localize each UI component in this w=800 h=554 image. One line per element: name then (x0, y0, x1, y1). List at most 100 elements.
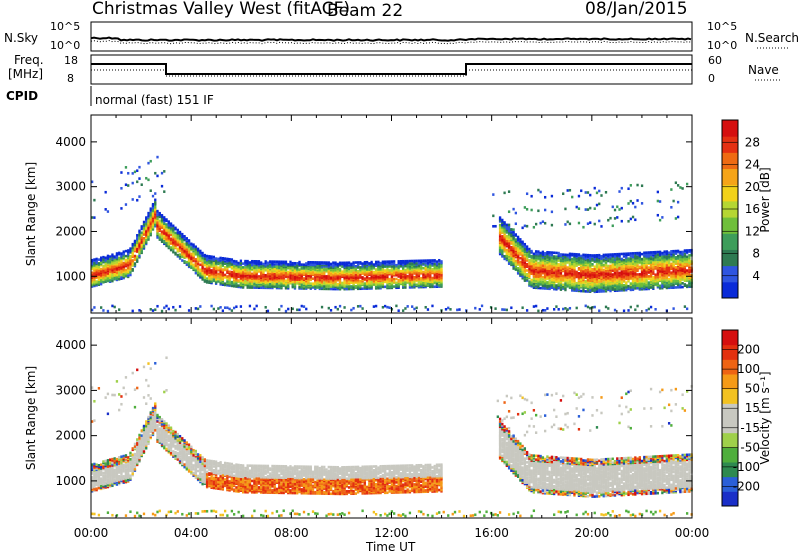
power-cell (598, 189, 601, 193)
power-cell (537, 274, 540, 277)
power-cell (507, 249, 511, 253)
power-cell (431, 304, 434, 308)
power-cell (674, 282, 678, 285)
power-cell (622, 275, 626, 278)
power-cell (665, 281, 669, 285)
power-cell (104, 208, 107, 211)
power-cell (674, 286, 678, 289)
power-cell (320, 305, 324, 309)
power-cell (190, 256, 193, 259)
power-cell (361, 262, 364, 265)
power-cell (397, 278, 400, 282)
power-cell (600, 260, 603, 263)
power-cell (278, 284, 281, 287)
power-cell (503, 255, 506, 258)
power-cell (595, 262, 599, 266)
power-cell (672, 199, 675, 203)
power-cell (372, 263, 376, 266)
power-cell (131, 259, 134, 262)
power-cell (528, 247, 531, 251)
power-cell (347, 261, 351, 264)
power-cell (505, 308, 508, 312)
power-cell (102, 267, 105, 270)
power-cell (571, 270, 574, 273)
power-cell (169, 246, 173, 249)
power-cell (361, 282, 364, 285)
power-cell (325, 287, 328, 291)
power-cell (354, 264, 357, 268)
power-cell (604, 253, 608, 257)
power-cell (95, 271, 98, 275)
power-cell (131, 267, 134, 271)
power-cell (575, 270, 578, 274)
power-cell (631, 201, 635, 205)
power-cell (521, 306, 524, 310)
power-cell (658, 284, 662, 288)
power-cell (343, 306, 346, 309)
power-cell (634, 251, 637, 255)
power-cell (172, 305, 175, 309)
power-cell (532, 305, 536, 308)
power-cell (363, 260, 367, 264)
power-cell (253, 307, 256, 311)
power-cell (327, 280, 330, 283)
power-cell (395, 263, 398, 267)
power-cell (91, 262, 94, 266)
power-cell (133, 254, 137, 258)
power-cell (133, 247, 137, 250)
power-cell (665, 266, 669, 270)
power-cell (607, 264, 610, 268)
power-cell (237, 284, 240, 287)
power-cell (629, 276, 632, 279)
power-cell (305, 262, 308, 265)
power-cell (142, 223, 146, 226)
power-cell (534, 304, 538, 308)
power-cell (620, 270, 623, 273)
power-cell (636, 259, 639, 262)
power-cell (550, 194, 554, 198)
power-cell (640, 257, 644, 261)
power-cell (420, 280, 423, 284)
power-cell (255, 260, 258, 263)
power-cell (172, 227, 175, 230)
power-cell (611, 284, 614, 288)
power-cell (656, 263, 659, 266)
power-cell (230, 273, 234, 276)
power-cell (431, 276, 434, 280)
power-cell (223, 266, 227, 269)
power-cell (282, 276, 285, 280)
power-cell (156, 155, 159, 159)
power-cell (640, 202, 644, 205)
power-cell (140, 233, 143, 237)
power-cell (413, 307, 416, 311)
freq-tick-top: 18 (64, 54, 78, 67)
power-cell (221, 260, 225, 264)
power-cell (296, 282, 299, 285)
power-cell (564, 282, 567, 285)
cpid-label: CPID (6, 89, 38, 103)
power-cell (402, 259, 405, 263)
power-cell (638, 251, 641, 255)
power-cell (194, 261, 197, 265)
power-cell (341, 265, 344, 268)
power-cell (607, 307, 610, 310)
power-cell (510, 237, 513, 240)
power-cell (611, 263, 614, 266)
power-cell (519, 268, 522, 271)
power-cell (370, 275, 373, 279)
power-cell (269, 282, 272, 286)
power-cell (406, 264, 409, 268)
power-cells (91, 155, 693, 313)
power-cell (541, 264, 545, 268)
power-cell (426, 279, 430, 282)
power-cell (142, 220, 146, 224)
power-cell (661, 216, 664, 219)
power-cell (181, 235, 184, 239)
power-cell (226, 257, 229, 261)
power-cell (550, 262, 554, 266)
power-cell (598, 282, 601, 286)
power-cell (539, 280, 542, 284)
power-cell (316, 282, 319, 286)
power-cell (223, 282, 227, 285)
power-cell (169, 233, 173, 237)
